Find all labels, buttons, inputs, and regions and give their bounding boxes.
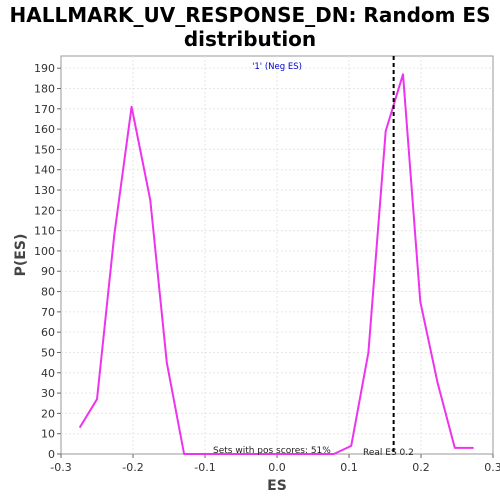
y-tick-label: 70 bbox=[41, 306, 55, 319]
pos-scores-annotation: Sets with pos scores: 51% bbox=[213, 446, 331, 456]
x-tick-label: 0.0 bbox=[268, 461, 286, 474]
x-tick-label: -0.1 bbox=[194, 461, 215, 474]
y-axis-ticks: 0 10 20 30 40 50 60 70 80 90 100 110 120 130 140 150 160… bbox=[34, 62, 61, 461]
y-tick-label: 190 bbox=[34, 62, 55, 75]
y-tick-label: 10 bbox=[41, 428, 55, 441]
x-tick-label: 0.3 bbox=[484, 461, 500, 474]
y-tick-label: 30 bbox=[41, 387, 55, 400]
y-tick-label: 80 bbox=[41, 286, 55, 299]
y-tick-label: 100 bbox=[34, 245, 55, 258]
y-tick-label: 50 bbox=[41, 346, 55, 359]
y-tick-label: 90 bbox=[41, 265, 55, 278]
y-tick-label: 170 bbox=[34, 103, 55, 116]
x-tick-label: -0.2 bbox=[122, 461, 143, 474]
y-tick-label: 140 bbox=[34, 164, 55, 177]
y-tick-label: 60 bbox=[41, 326, 55, 339]
y-tick-label: 120 bbox=[34, 204, 55, 217]
y-tick-label: 180 bbox=[34, 82, 55, 95]
y-tick-label: 130 bbox=[34, 184, 55, 197]
chart-title-line-2: distribution bbox=[184, 27, 316, 51]
plot-area bbox=[60, 55, 494, 455]
x-axis-label: ES bbox=[267, 478, 287, 494]
x-tick-label: 0.1 bbox=[340, 461, 358, 474]
grid-lines bbox=[61, 56, 493, 454]
series-layer bbox=[78, 73, 474, 455]
chart-title-line-1: HALLMARK_UV_RESPONSE_DN: Random ES bbox=[10, 3, 491, 27]
y-tick-label: 40 bbox=[41, 367, 55, 380]
series-line bbox=[78, 73, 474, 455]
y-tick-label: 110 bbox=[34, 225, 55, 238]
y-tick-label: 0 bbox=[48, 448, 55, 461]
legend-entry: '1' (Neg ES) bbox=[252, 62, 302, 72]
real-es-annotation: Real ES 0.2 bbox=[363, 448, 414, 458]
x-tick-label: -0.3 bbox=[50, 461, 71, 474]
y-tick-label: 150 bbox=[34, 143, 55, 156]
y-axis-label: P(ES) bbox=[13, 234, 29, 277]
y-tick-label: 160 bbox=[34, 123, 55, 136]
x-axis-ticks: -0.3 -0.2 -0.1 0.0 0.1 0.2 0.3 bbox=[50, 454, 500, 474]
y-tick-label: 20 bbox=[41, 407, 55, 420]
x-tick-label: 0.2 bbox=[412, 461, 430, 474]
